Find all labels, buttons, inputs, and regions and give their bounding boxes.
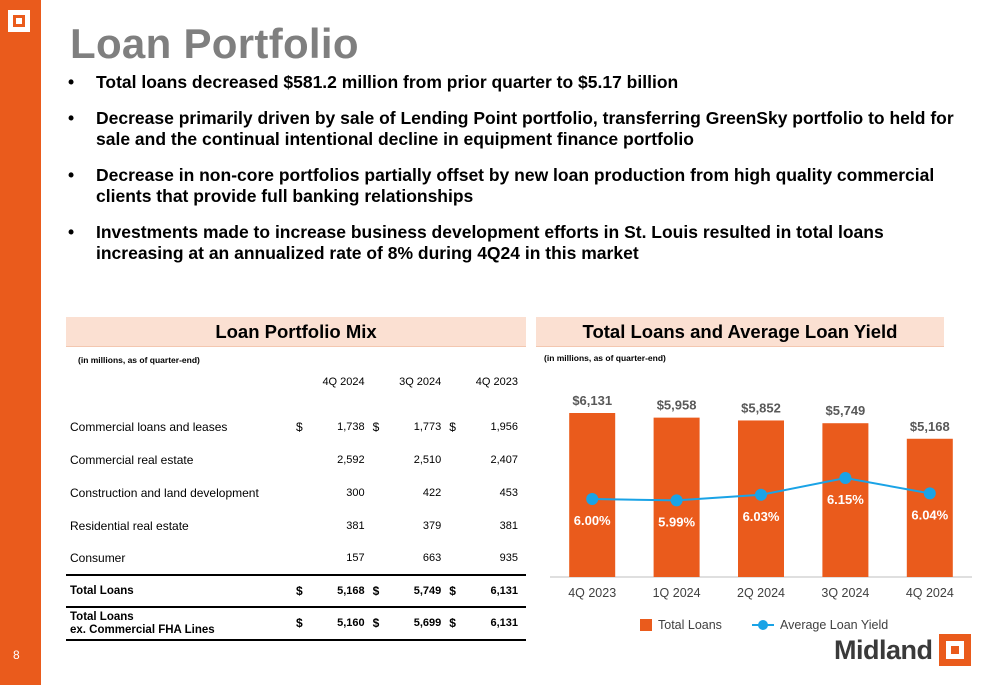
row-label: Construction and land development <box>70 485 259 500</box>
x-tick-label: 3Q 2024 <box>821 586 869 600</box>
cell-value: 453 <box>499 486 518 499</box>
header-blank <box>66 370 296 394</box>
bar-value-label: $5,749 <box>826 403 866 418</box>
x-tick-label: 1Q 2024 <box>653 586 701 600</box>
legend-yield-marker <box>758 620 768 630</box>
bullet-item: Investments made to increase business de… <box>60 222 960 264</box>
row-label: Total Loans ex. Commercial FHA Lines <box>66 606 296 641</box>
bullet-list: Total loans decreased $581.2 million fro… <box>60 72 960 279</box>
column-header: 3Q 2024 <box>399 376 442 388</box>
total-loans-ex-fha-row: Total Loans ex. Commercial FHA Lines $ 5… <box>66 606 526 641</box>
x-tick-label: 4Q 2023 <box>568 586 616 600</box>
currency-sign: $ <box>296 606 311 641</box>
yield-point <box>586 493 599 505</box>
cell-value: 300 <box>346 486 365 499</box>
legend-total-loans-swatch <box>640 619 652 631</box>
cell-value: 2,407 <box>490 453 518 466</box>
currency-sign: $ <box>372 419 380 434</box>
left-accent-bar: 8 <box>0 0 41 685</box>
legend-yield-label: Average Loan Yield <box>780 618 888 632</box>
yield-value-label: 6.03% <box>743 509 780 524</box>
yield-point <box>923 487 936 500</box>
yield-value-label: 6.04% <box>911 507 948 522</box>
cell-value: 6,131 <box>463 574 526 607</box>
yield-value-label: 6.15% <box>827 492 864 507</box>
bullet-item: Decrease in non-core portfolios partiall… <box>60 165 960 207</box>
total-loans-row: Total Loans $ 5,168 $ 5,749 $ 6,131 <box>66 574 526 607</box>
loan-mix-heading: Loan Portfolio Mix <box>66 317 526 347</box>
x-tick-label: 4Q 2024 <box>906 586 954 600</box>
row-label: Commercial real estate <box>70 452 194 467</box>
row-label-line: Total Loans <box>70 610 134 623</box>
row-label-line: ex. Commercial FHA Lines <box>70 623 215 636</box>
row-label: Commercial loans and leases <box>70 419 228 434</box>
bar-value-label: $5,168 <box>910 419 950 434</box>
bullet-item: Decrease primarily driven by sale of Len… <box>60 108 960 150</box>
yield-value-label: 5.99% <box>658 514 695 529</box>
table-header-row: 4Q 2024 3Q 2024 4Q 2023 <box>66 370 526 394</box>
table-row: Commercial real estate 2,592 2,510 2,407 <box>66 443 526 476</box>
x-tick-label: 2Q 2024 <box>737 586 785 600</box>
currency-sign: $ <box>449 574 464 607</box>
cell-value: 157 <box>346 552 365 564</box>
bar-total-loans <box>906 438 953 577</box>
cell-value: 6,131 <box>463 606 526 641</box>
yield-chart-heading: Total Loans and Average Loan Yield <box>536 317 944 347</box>
bar-value-label: $6,131 <box>572 393 612 408</box>
page-title: Loan Portfolio <box>70 20 359 67</box>
cell-value: 381 <box>346 519 365 532</box>
bar-value-label: $5,852 <box>741 400 781 415</box>
cell-value: 5,168 <box>310 574 373 607</box>
loans-yield-chart: $6,131 4Q 2023 $5,958 1Q 2024 $5,852 2Q 2024 $… <box>550 393 972 632</box>
cell-value: 935 <box>499 552 518 564</box>
midland-square-icon <box>938 634 971 666</box>
midland-square-icon <box>8 10 30 32</box>
cell-value: 5,160 <box>310 606 373 641</box>
cell-value: 422 <box>422 486 442 499</box>
cell-value: 1,738 <box>337 420 365 433</box>
row-label: Total Loans <box>66 574 296 607</box>
cell-value: 663 <box>422 552 442 564</box>
loan-mix-table: 4Q 2024 3Q 2024 4Q 2023 Commercial loans… <box>66 370 526 641</box>
cell-value: 2,510 <box>413 453 442 466</box>
currency-sign: $ <box>372 606 387 641</box>
currency-sign: $ <box>449 606 464 641</box>
row-label: Consumer <box>70 551 126 565</box>
cell-value: 379 <box>422 519 442 532</box>
yield-point <box>755 488 767 501</box>
cell-value: 2,592 <box>337 453 365 466</box>
cell-value: 5,699 <box>386 606 450 641</box>
bar-value-label: $5,958 <box>657 398 697 413</box>
yield-point <box>670 494 683 507</box>
table-row: Residential real estate 381 379 381 <box>66 509 526 542</box>
table-row: Commercial loans and leases $ 1,738 $ 1,… <box>66 410 526 443</box>
cell-value: 381 <box>499 519 518 532</box>
brand-wordmark: Midland <box>834 634 933 665</box>
bar-total-loans <box>822 423 869 577</box>
yield-chart-note: (in millions, as of quarter-end) <box>544 353 666 363</box>
legend-total-loans-label: Total Loans <box>658 618 722 632</box>
table-row: Consumer 157 663 935 <box>66 542 526 575</box>
yield-value-label: 6.00% <box>574 513 611 528</box>
currency-sign: $ <box>296 419 303 434</box>
page-number: 8 <box>13 648 20 662</box>
row-label: Residential real estate <box>70 518 189 533</box>
midland-logo: Midland <box>834 634 971 666</box>
table-row: Construction and land development 300 42… <box>66 476 526 509</box>
cell-value: 1,773 <box>413 420 442 433</box>
bullet-item: Total loans decreased $581.2 million fro… <box>60 72 960 93</box>
currency-sign: $ <box>372 574 387 607</box>
cell-value: 1,956 <box>490 420 518 433</box>
currency-sign: $ <box>296 574 311 607</box>
cell-value: 5,749 <box>386 574 450 607</box>
column-header: 4Q 2023 <box>475 376 518 388</box>
column-header: 4Q 2024 <box>322 376 365 388</box>
yield-point <box>839 472 852 484</box>
loan-mix-note: (in millions, as of quarter-end) <box>78 355 200 365</box>
currency-sign: $ <box>449 419 456 434</box>
